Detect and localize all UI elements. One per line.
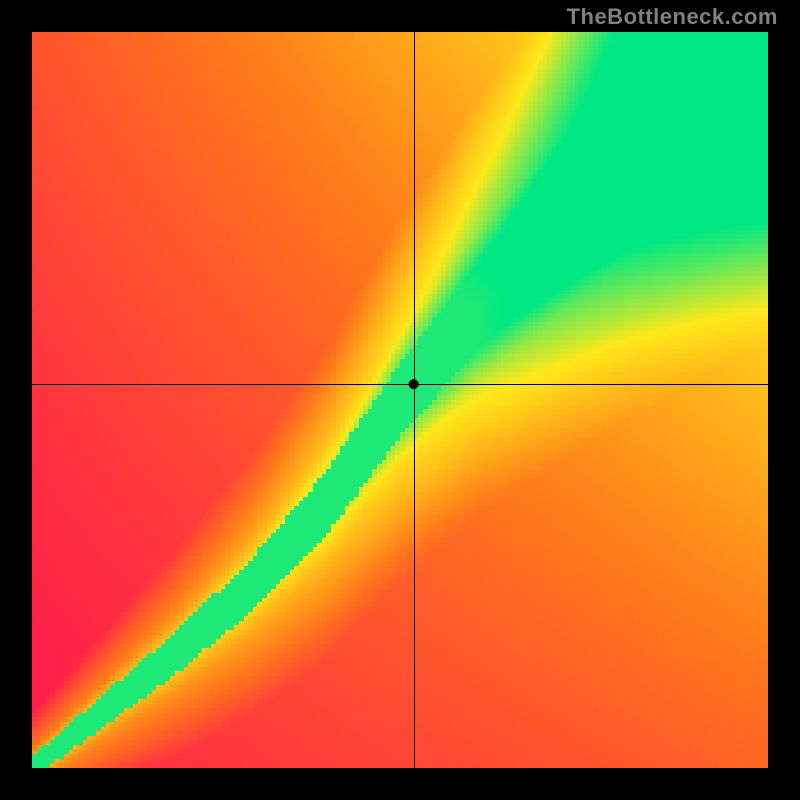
bottleneck-heatmap <box>0 0 800 800</box>
watermark-text: TheBottleneck.com <box>567 4 778 30</box>
chart-container: TheBottleneck.com <box>0 0 800 800</box>
